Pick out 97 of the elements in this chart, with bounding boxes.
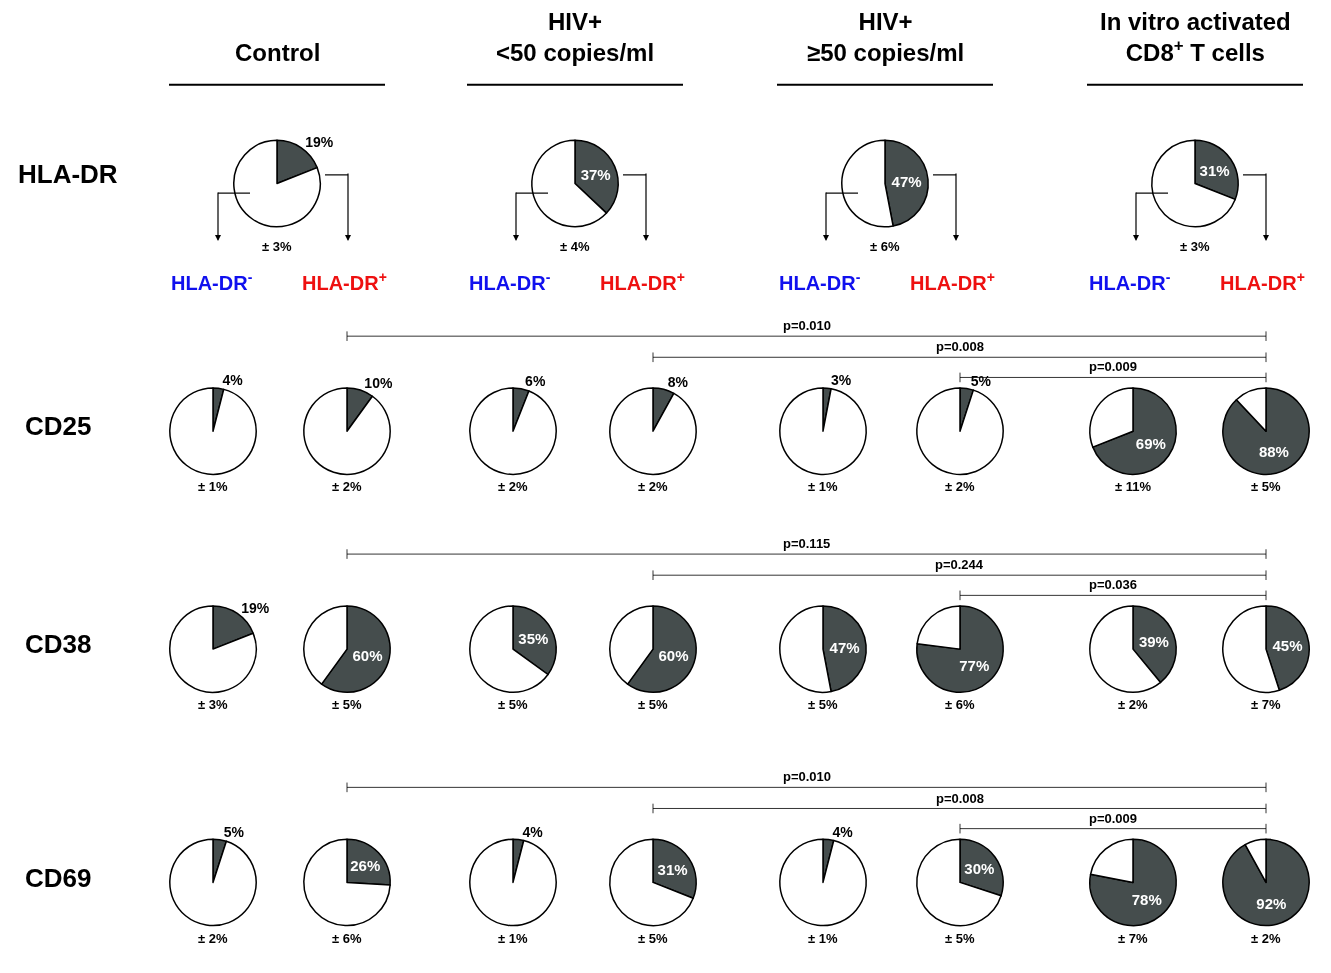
data-label: 10%: [364, 374, 393, 391]
text: ± 2%: [1251, 931, 1281, 946]
data-label: 4%: [832, 823, 854, 840]
data-label: 78%: [1131, 890, 1162, 908]
text: HLA-DR$^{+}$: [302, 269, 387, 295]
text: ± 2%: [498, 479, 528, 494]
data-label: 35%: [518, 630, 549, 648]
text: ± 1%: [808, 931, 838, 946]
chart-title: HIV+ <50 copies/ml: [496, 8, 655, 67]
pie-slice: [1222, 838, 1310, 927]
text: ± 5%: [638, 931, 668, 946]
pie-slice: [469, 838, 557, 927]
text: ± 1%: [808, 479, 838, 494]
chart-title: In vitro activated CD8$^{+}$ T cells: [1100, 8, 1291, 67]
data-label: 3%: [831, 372, 852, 389]
text: HLA-DR$^{-}$: [469, 269, 551, 295]
text: ± 2%: [198, 931, 228, 946]
data-label: 77%: [959, 656, 990, 674]
text: p=0.008: [936, 339, 985, 354]
text: HLA-DR$^{-}$: [1089, 269, 1171, 295]
text: p=0.010: [783, 769, 832, 784]
pie-slice: [609, 387, 697, 476]
data-label: 47%: [891, 172, 922, 190]
data-label: 69%: [1135, 434, 1166, 452]
pie-slice: [169, 838, 257, 927]
text: ± 3%: [1180, 239, 1210, 254]
data-label: 39%: [1138, 633, 1169, 651]
text: ± 5%: [808, 697, 838, 712]
text: HLA-DR$^{+}$: [910, 269, 995, 295]
text: HLA-DR$^{-}$: [171, 269, 253, 295]
text: ± 2%: [1118, 697, 1148, 712]
data-label: 8%: [667, 373, 689, 390]
data-label: 60%: [352, 647, 383, 665]
pie-slice: [303, 387, 391, 476]
text: ± 5%: [945, 931, 975, 946]
data-label: 4%: [222, 372, 244, 389]
text: ± 6%: [332, 931, 362, 946]
text: HLA-DR$^{+}$: [600, 269, 685, 295]
data-label: 47%: [829, 638, 860, 656]
text: ± 5%: [1251, 479, 1281, 494]
text: HLA-DR$^{-}$: [779, 269, 861, 295]
data-label: 19%: [305, 134, 334, 151]
data-label: 37%: [580, 166, 611, 184]
text: ± 4%: [560, 239, 590, 254]
text: ± 1%: [198, 479, 228, 494]
data-label: 4%: [522, 823, 544, 840]
text: p=0.008: [936, 791, 985, 806]
text: ± 3%: [262, 239, 292, 254]
text: ± 1%: [498, 931, 528, 946]
data-label: 19%: [241, 599, 270, 616]
data-label: 31%: [1199, 161, 1230, 179]
text: ± 2%: [638, 479, 668, 494]
chart-title: Control: [235, 39, 321, 66]
pie-slice: [779, 838, 867, 927]
pie-slice: [916, 605, 1004, 694]
text: CD25: [25, 411, 92, 441]
text: HLA-DR$^{+}$: [1220, 269, 1305, 295]
pie-slice: [916, 838, 1002, 927]
text: p=0.115: [783, 536, 831, 551]
text: ± 5%: [332, 697, 362, 712]
pie-slice: [1222, 387, 1310, 476]
text: CD38: [25, 629, 92, 659]
text: ± 7%: [1118, 931, 1148, 946]
pie-slice: [1089, 838, 1177, 927]
data-label: 45%: [1272, 637, 1303, 655]
data-label: 5%: [223, 823, 245, 840]
text: p=0.009: [1089, 811, 1138, 826]
text: ± 5%: [498, 697, 528, 712]
text: p=0.009: [1089, 359, 1138, 374]
pie-slice: [169, 387, 257, 476]
text: ± 2%: [945, 479, 975, 494]
data-label: 6%: [525, 373, 546, 390]
data-label: 26%: [350, 856, 381, 874]
text: ± 6%: [945, 697, 975, 712]
data-label: 31%: [657, 860, 688, 878]
text: ± 7%: [1251, 697, 1281, 712]
pie-slice: [916, 387, 1004, 476]
pie-slice: [779, 387, 867, 476]
pie-slice: [469, 387, 557, 476]
data-label: 88%: [1258, 442, 1289, 460]
text: ± 3%: [198, 697, 228, 712]
text: ± 6%: [870, 239, 900, 254]
text: p=0.036: [1089, 577, 1138, 592]
data-label: 92%: [1256, 894, 1287, 912]
text: ± 5%: [638, 697, 668, 712]
pie-slice: [303, 838, 391, 927]
text: p=0.010: [783, 318, 832, 333]
data-label: 60%: [658, 647, 689, 665]
pie-slice: [1092, 387, 1177, 476]
text: CD69: [25, 863, 92, 893]
chart-title: HIV+ ≥50 copies/ml: [807, 8, 965, 67]
text: ± 2%: [332, 479, 362, 494]
text: p=0.244: [935, 557, 984, 572]
text: HLA-DR: [18, 159, 118, 189]
data-label: 30%: [964, 859, 995, 877]
text: ± 11%: [1115, 479, 1152, 494]
pie-slice: [609, 838, 694, 927]
